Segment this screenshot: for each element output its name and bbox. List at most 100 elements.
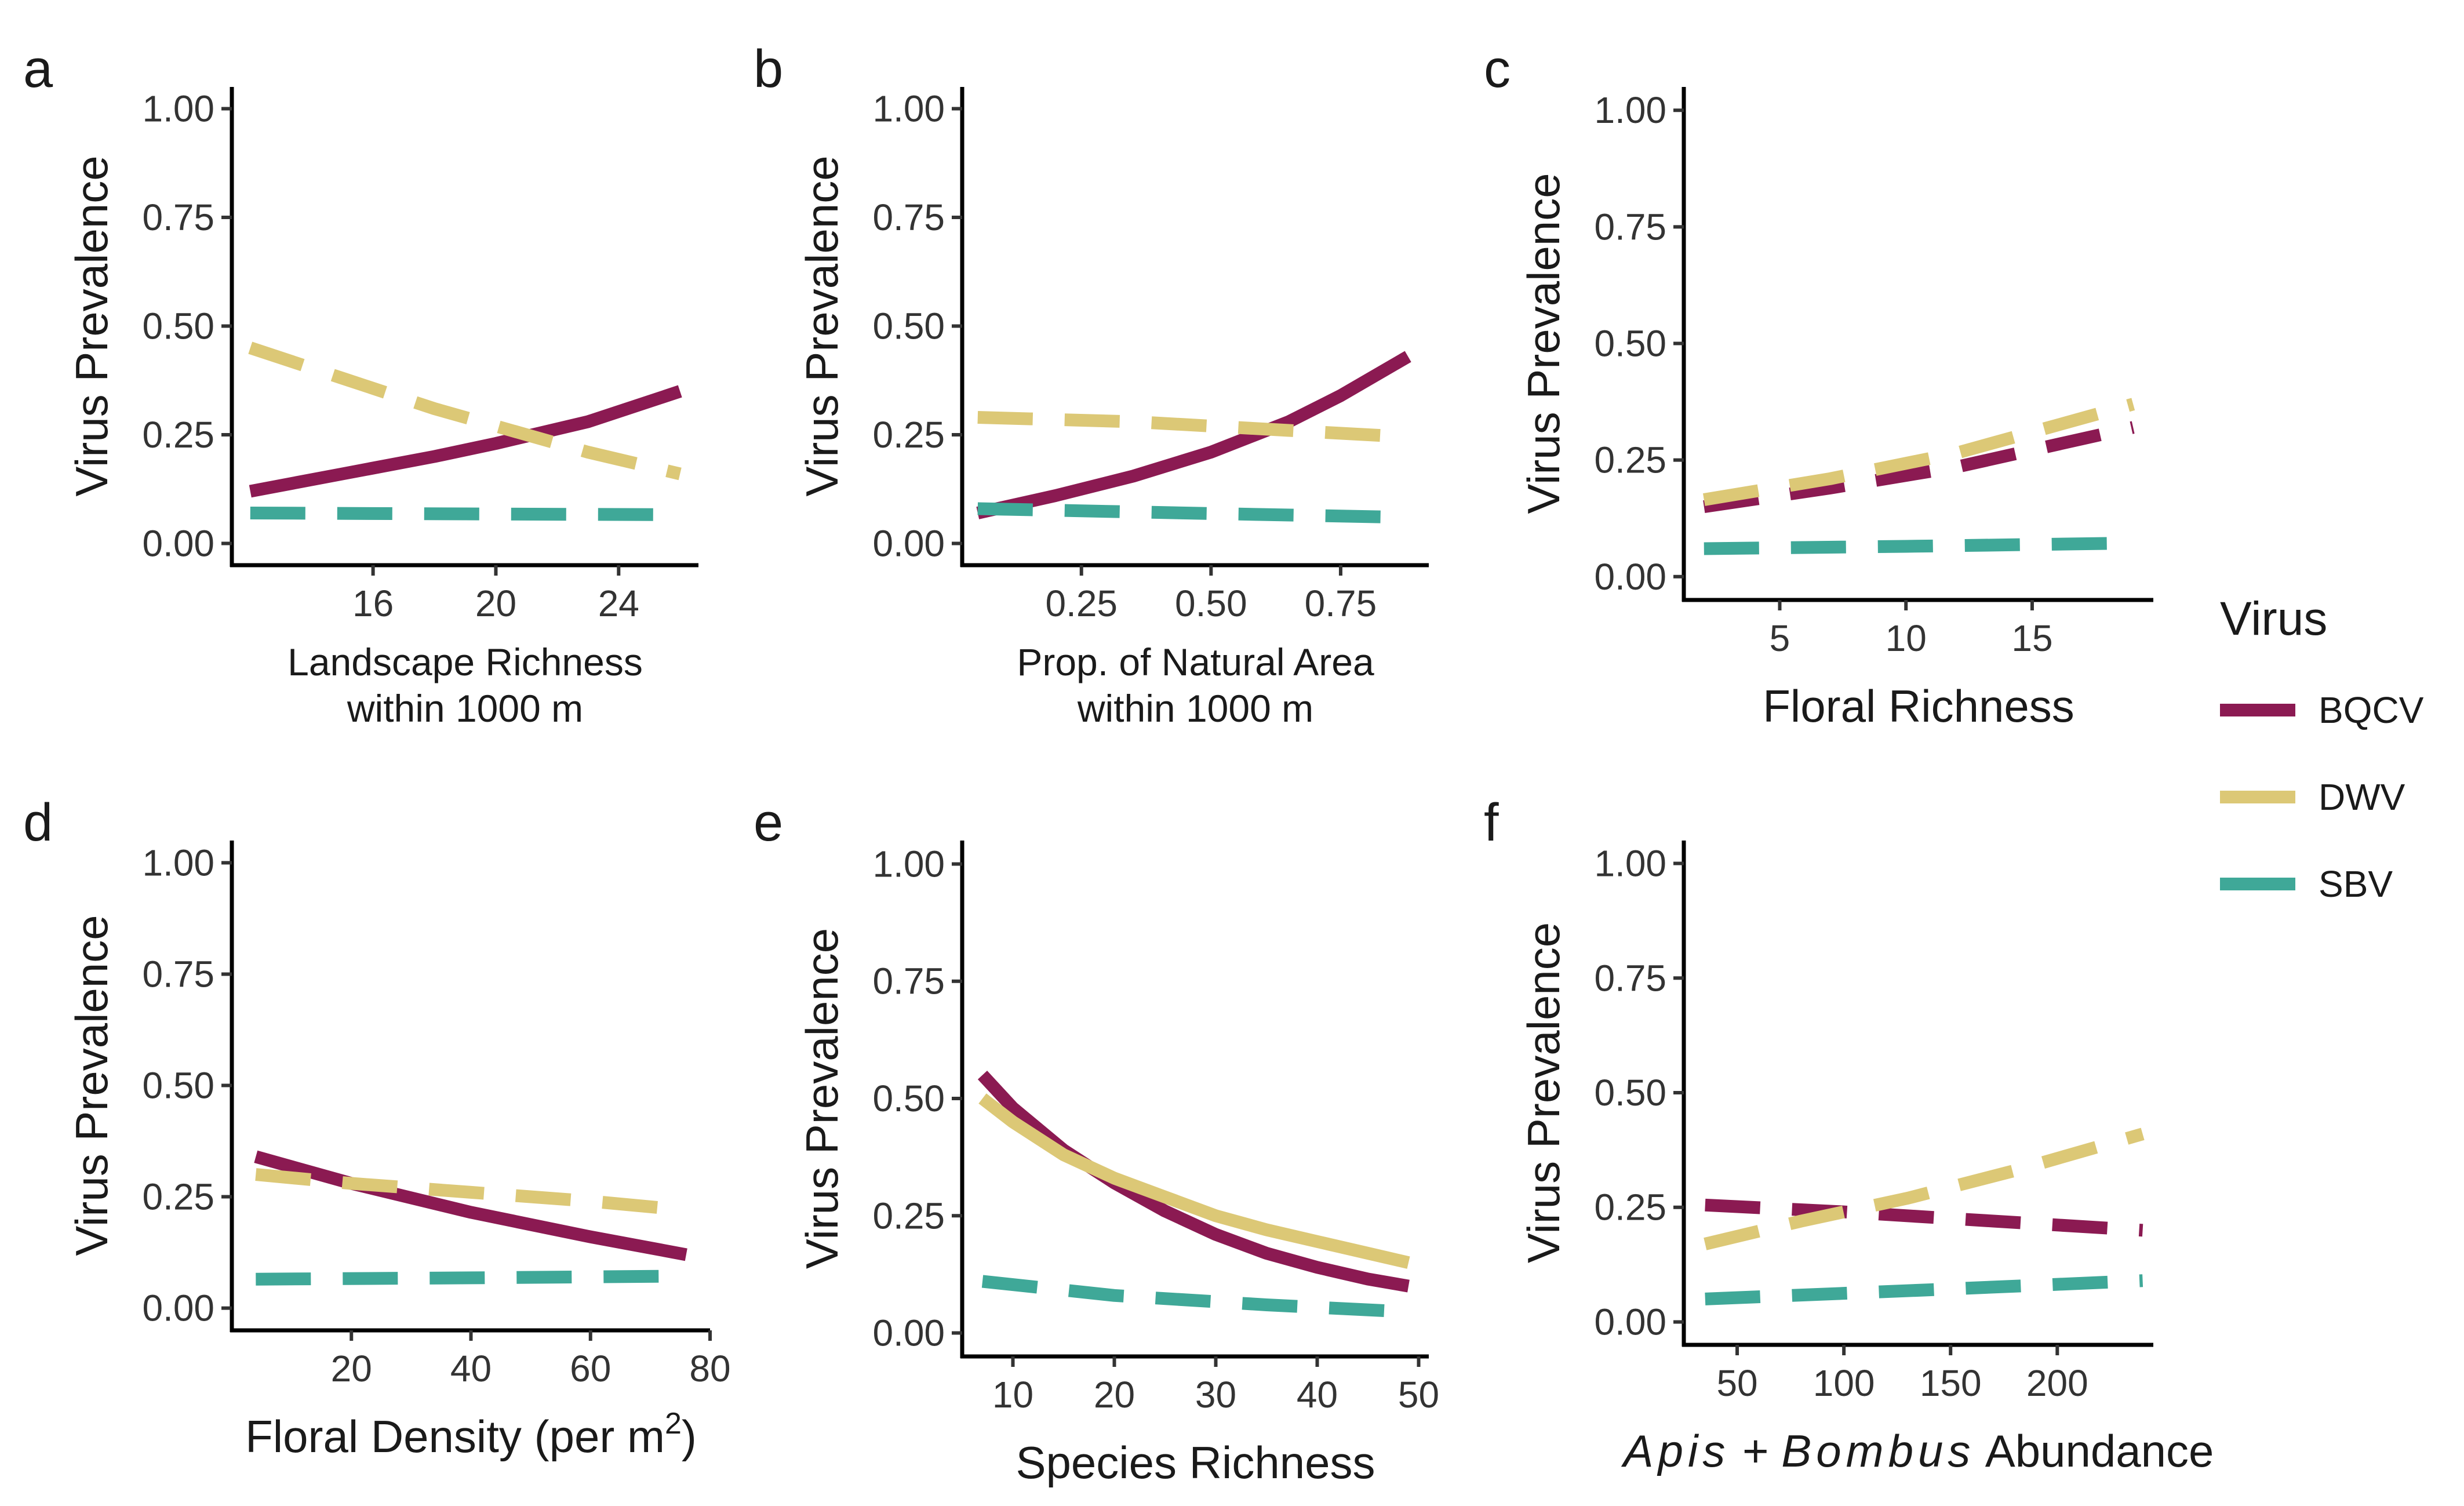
- panel-c: c 0.00 0.25 0.50 0.75 1.00 5 10 15 Virus Prevalen…: [1484, 39, 2153, 732]
- y-tick-label: 0.50: [872, 1078, 945, 1119]
- legend: Virus BQCV DWV SBV: [2220, 592, 2424, 905]
- x-tick-label: 100: [1813, 1362, 1875, 1404]
- y-tick-label: 0.75: [872, 197, 945, 238]
- y-tick-label: 0.25: [872, 414, 945, 456]
- y-axis-title: Virus Prevalence: [796, 155, 847, 496]
- x-tick-label: 10: [1886, 617, 1927, 659]
- panel-letter: e: [754, 793, 783, 852]
- series-line-bqcv: [1705, 1198, 2143, 1237]
- panel-d: d 0.00 0.25 0.50 0.75 1.00 20 40 60 80 Virus Preva…: [23, 793, 731, 1462]
- y-tick-label: 0.50: [1594, 323, 1666, 365]
- x-axis-title: Landscape Richness: [287, 641, 643, 683]
- series-line-bqcv: [976, 351, 1411, 519]
- panels: a 0.00 0.25 0.50 0.75 1.00 16 20 24 Virus Prevale…: [23, 39, 2214, 1488]
- series-line-sbv: [981, 1275, 1409, 1319]
- x-tick-label: 24: [598, 583, 639, 624]
- series-line-dwv: [255, 1168, 687, 1217]
- y-tick-label: 0.00: [1594, 1301, 1666, 1343]
- panel-e: e 0.00 0.25 0.50 0.75 1.00 10 20 30 40 50 Virus Pre…: [754, 793, 1439, 1488]
- series-line-sbv: [256, 1269, 686, 1286]
- y-axis-title: Virus Prevalence: [1518, 173, 1569, 514]
- x-tick-label: 16: [352, 583, 394, 624]
- y-axis-title: Virus Prevalence: [1518, 922, 1569, 1263]
- legend-title: Virus: [2220, 592, 2327, 645]
- y-tick-label: 0.00: [872, 1312, 945, 1354]
- x-tick-label: 10: [992, 1374, 1033, 1416]
- y-tick-label: 0.25: [1594, 1187, 1666, 1228]
- y-tick-label: 0.25: [142, 414, 214, 456]
- y-axis-title: Virus Prevalence: [66, 155, 117, 496]
- y-tick-label: 0.25: [872, 1195, 945, 1236]
- panel-letter: c: [1484, 39, 1511, 99]
- y-tick-label: 0.00: [142, 523, 214, 565]
- x-axis-title: Species Richness: [1016, 1437, 1375, 1488]
- x-axis-title: within 1000 m: [347, 687, 583, 730]
- x-tick-label: 0.50: [1175, 583, 1247, 624]
- y-tick-label: 0.75: [142, 197, 214, 238]
- y-tick-label: 0.75: [142, 953, 214, 995]
- x-axis-title: Prop. of Natural Area: [1017, 641, 1374, 683]
- x-tick-label: 40: [450, 1348, 492, 1389]
- y-tick-label: 0.25: [1594, 439, 1666, 481]
- x-tick-label: 60: [570, 1348, 611, 1389]
- legend-label-sbv: SBV: [2319, 863, 2393, 905]
- series-line-sbv: [250, 507, 680, 521]
- x-tick-label: 0.75: [1305, 583, 1377, 624]
- series-line-dwv: [977, 411, 1408, 443]
- x-axis-title: within 1000 m: [1077, 687, 1313, 730]
- y-tick-label: 1.00: [1594, 843, 1666, 885]
- x-tick-label: 40: [1297, 1374, 1338, 1416]
- x-tick-label: 50: [1716, 1362, 1757, 1404]
- x-tick-label: 150: [1920, 1362, 1982, 1404]
- x-tick-label: 20: [475, 583, 516, 624]
- y-tick-label: 0.00: [142, 1287, 214, 1329]
- panel-b: b 0.00 0.25 0.50 0.75 1.00 0.25 0.50 0.75 Virus P…: [754, 39, 1429, 730]
- y-tick-label: 1.00: [872, 843, 945, 885]
- x-axis-title: Floral Richness: [1763, 681, 2074, 732]
- x-tick-label: 80: [689, 1348, 730, 1389]
- series-line-sbv: [1704, 536, 2134, 555]
- y-tick-label: 0.75: [872, 961, 945, 1002]
- y-tick-label: 0.50: [142, 1065, 214, 1107]
- series-line-sbv: [1705, 1274, 2143, 1305]
- x-tick-label: 20: [1094, 1374, 1135, 1416]
- x-tick-label: 5: [1770, 617, 1790, 659]
- y-tick-label: 0.50: [142, 305, 214, 347]
- series-line-dwv: [978, 1093, 1410, 1269]
- series-line-bqcv: [249, 385, 682, 498]
- series-line-dwv: [248, 341, 682, 481]
- series-line-bqcv: [977, 1071, 1410, 1293]
- y-tick-label: 0.25: [142, 1176, 214, 1218]
- x-tick-label: 20: [331, 1348, 372, 1389]
- legend-label-dwv: DWV: [2319, 776, 2405, 818]
- y-tick-label: 0.50: [872, 305, 945, 347]
- x-axis-title: Apis + Bombus Abundance: [1621, 1425, 2214, 1476]
- series-line-bqcv: [1703, 421, 2135, 513]
- legend-label-bqcv: BQCV: [2319, 689, 2424, 731]
- x-tick-label: 50: [1398, 1374, 1439, 1416]
- series-line-bqcv: [254, 1150, 687, 1261]
- panel-letter: f: [1484, 793, 1499, 852]
- y-axis-title: Virus Prevalence: [66, 915, 117, 1256]
- y-tick-label: 0.75: [1594, 957, 1666, 999]
- panel-a: a 0.00 0.25 0.50 0.75 1.00 16 20 24 Virus Prevale…: [23, 39, 698, 730]
- x-tick-label: 0.25: [1045, 583, 1118, 624]
- x-tick-label: 30: [1195, 1374, 1236, 1416]
- y-tick-label: 0.50: [1594, 1072, 1666, 1114]
- panel-letter: d: [23, 793, 53, 852]
- x-tick-label: 200: [2026, 1362, 2088, 1404]
- panel-letter: a: [23, 39, 53, 99]
- series-line-dwv: [1702, 398, 2135, 506]
- y-tick-label: 1.00: [142, 88, 214, 130]
- series-line-dwv: [1704, 1127, 2145, 1250]
- x-tick-label: 15: [2011, 617, 2052, 659]
- y-axis-title: Virus Prevalence: [796, 928, 847, 1269]
- y-tick-label: 0.00: [1594, 556, 1666, 598]
- x-axis-title: Floral Density (per m2): [245, 1407, 697, 1462]
- series-line-sbv: [977, 502, 1408, 524]
- y-tick-label: 1.00: [1594, 89, 1666, 131]
- y-tick-label: 0.75: [1594, 206, 1666, 248]
- y-tick-label: 1.00: [142, 842, 214, 883]
- y-tick-label: 1.00: [872, 88, 945, 130]
